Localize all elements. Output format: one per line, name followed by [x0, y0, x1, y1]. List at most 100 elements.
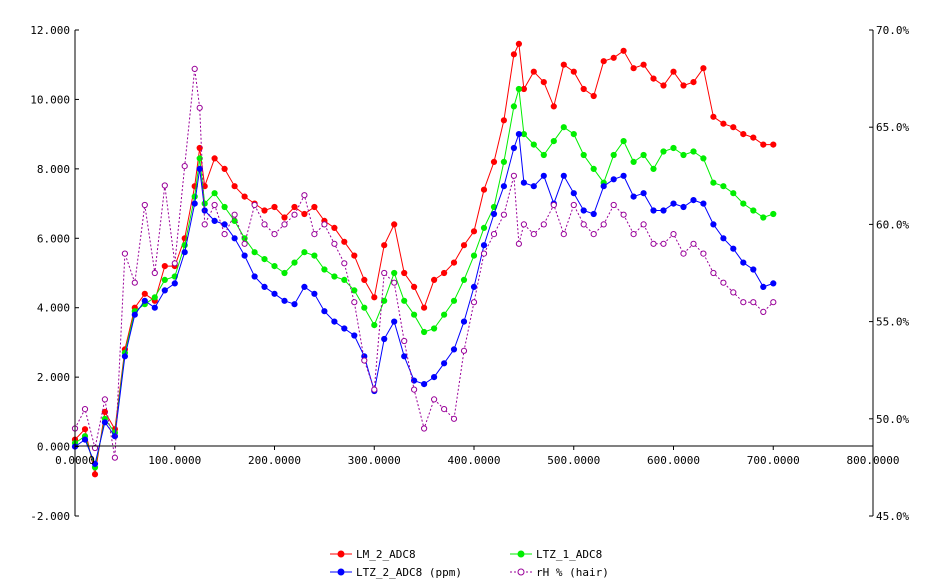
y-left-tick-label: 12.000 — [30, 24, 70, 37]
data-point — [251, 273, 258, 280]
data-point — [550, 103, 557, 110]
data-point — [381, 335, 388, 343]
data-point — [431, 325, 438, 332]
data-point — [371, 322, 378, 329]
data-point — [720, 235, 727, 242]
data-point — [660, 240, 667, 247]
axes: -2.000 0.000 2.000 4.000 6.000 8.000 10.000 12.… — [30, 24, 909, 523]
data-point — [411, 386, 418, 393]
data-point — [221, 231, 228, 238]
data-point — [760, 308, 767, 315]
x-tick-label: 400.0000 — [448, 454, 501, 467]
data-point — [391, 221, 398, 228]
data-point — [171, 280, 178, 287]
data-point — [321, 308, 328, 315]
data-point — [690, 79, 697, 86]
data-point — [391, 279, 398, 286]
data-point — [560, 231, 567, 238]
plot-area — [71, 40, 777, 478]
data-point — [450, 346, 458, 353]
data-point — [620, 47, 627, 54]
y-left-tick-label: 8.000 — [37, 163, 70, 176]
data-point — [480, 242, 488, 249]
data-point — [720, 120, 727, 127]
data-point — [620, 211, 627, 218]
data-point — [311, 252, 318, 259]
data-point — [770, 141, 777, 148]
y-left-tick-label: 10.000 — [30, 93, 70, 106]
data-point — [740, 131, 747, 138]
data-point — [720, 279, 727, 286]
y-left-tick-label: 2.000 — [37, 371, 70, 384]
data-point — [91, 460, 99, 467]
data-point — [600, 221, 607, 228]
data-point — [510, 51, 518, 58]
data-point — [291, 259, 298, 266]
data-point — [81, 436, 89, 443]
data-point — [470, 228, 478, 235]
x-tick-label: 300.0000 — [348, 454, 401, 467]
data-point — [271, 263, 278, 270]
data-point — [431, 374, 438, 381]
data-point — [121, 250, 129, 257]
y-right-tick-label: 65.0% — [876, 121, 909, 134]
data-point — [421, 304, 428, 311]
data-point — [211, 201, 218, 209]
data-point — [231, 211, 238, 218]
data-point — [221, 203, 228, 211]
x-tick-label: 600.0000 — [647, 454, 700, 467]
data-point — [730, 190, 737, 197]
x-tick-label: 500.0000 — [547, 454, 600, 467]
data-point — [750, 207, 757, 214]
data-point — [520, 85, 528, 93]
data-point — [231, 217, 238, 224]
data-point — [281, 269, 288, 277]
data-point — [550, 201, 557, 209]
data-point — [570, 190, 577, 197]
data-point — [460, 276, 468, 283]
x-tick-label: 200.0000 — [248, 454, 301, 467]
data-point — [480, 224, 488, 231]
data-point — [151, 294, 158, 301]
data-point — [660, 148, 667, 155]
legend: LM_2_ADC8 LTZ_1_ADC8 LTZ_2_ADC8 (ppm) rH % … — [330, 548, 609, 579]
series-line-1 — [74, 88, 774, 470]
data-point — [111, 433, 119, 440]
data-point — [510, 172, 518, 179]
data-point — [740, 200, 747, 207]
data-point — [680, 203, 687, 211]
data-point — [690, 148, 697, 155]
data-point — [515, 85, 523, 93]
y-right-tick-label: 50.0% — [876, 413, 909, 426]
data-point — [361, 304, 368, 311]
data-point — [710, 221, 717, 228]
data-point — [301, 283, 308, 290]
data-point — [381, 269, 388, 277]
data-point — [101, 396, 109, 403]
legend-label: LTZ_1_ADC8 — [536, 548, 602, 561]
data-point — [291, 203, 298, 211]
data-point — [381, 297, 388, 304]
data-point — [650, 207, 657, 214]
data-point — [760, 283, 767, 290]
legend-label: LM_2_ADC8 — [356, 548, 416, 561]
data-point — [341, 260, 348, 267]
data-point — [181, 163, 188, 170]
data-point — [191, 65, 198, 73]
data-point — [600, 183, 607, 190]
y-left-tick-label: 0.000 — [37, 441, 70, 454]
data-point — [520, 131, 528, 138]
data-point — [241, 240, 248, 247]
data-point — [411, 283, 418, 290]
data-point — [750, 299, 757, 306]
data-point — [570, 68, 577, 75]
data-point — [520, 179, 528, 186]
data-point — [301, 192, 308, 199]
data-point — [301, 249, 308, 256]
data-point — [351, 299, 358, 306]
data-point — [441, 269, 448, 277]
data-point — [650, 75, 657, 82]
data-point — [730, 124, 737, 131]
data-point — [431, 396, 438, 403]
